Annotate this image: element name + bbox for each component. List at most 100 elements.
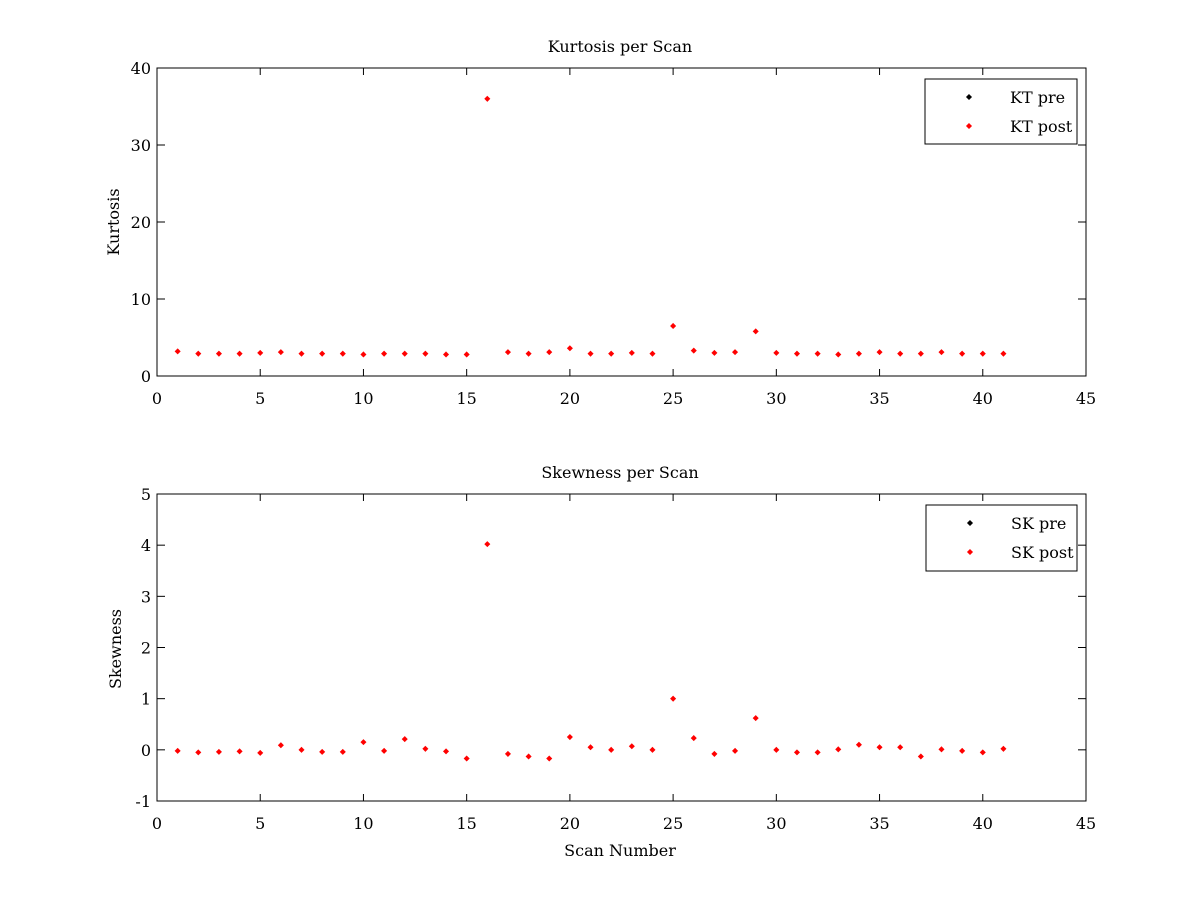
kurtosis-series-1-point xyxy=(938,349,945,356)
skewness-series-1-point xyxy=(381,747,388,754)
skewness-legend-marker-0 xyxy=(966,519,974,527)
skewness-plot: Skewness per Scan Skewness Scan Number 0… xyxy=(106,463,1096,860)
kurtosis-y-tick-label: 40 xyxy=(131,59,151,78)
skewness-series-1-point xyxy=(773,746,780,753)
kurtosis-plot: Kurtosis per Scan Kurtosis 0 5 10 15 20 25 30 3… xyxy=(104,37,1096,408)
kurtosis-series-1-point xyxy=(360,351,367,358)
kurtosis-series-1-point xyxy=(257,349,264,356)
skewness-legend-label-1: SK post xyxy=(1011,543,1074,562)
kurtosis-y-tick-label: 0 xyxy=(141,367,151,386)
skewness-x-tick-label: 20 xyxy=(560,814,580,833)
kurtosis-x-tick-label: 25 xyxy=(663,389,683,408)
skewness-series-1-point xyxy=(855,741,862,748)
skewness-series-1-point xyxy=(566,734,573,741)
skewness-plot-title: Skewness per Scan xyxy=(541,463,698,482)
skewness-series-1-point xyxy=(917,753,924,760)
skewness-series-1-point xyxy=(835,746,842,753)
skewness-series-1-point xyxy=(1000,745,1007,752)
skewness-series-1-point xyxy=(401,736,408,743)
kurtosis-series-1-point xyxy=(401,350,408,357)
kurtosis-series-1-point xyxy=(649,350,656,357)
skewness-x-tick-label: 35 xyxy=(869,814,889,833)
kurtosis-series-1-point xyxy=(690,347,697,354)
skewness-y-tick-label: 5 xyxy=(141,485,151,504)
kurtosis-x-tick-label: 45 xyxy=(1076,389,1096,408)
kurtosis-y-tick-label: 10 xyxy=(131,290,151,309)
skewness-x-tick-label: 40 xyxy=(973,814,993,833)
kurtosis-series-1-point xyxy=(236,350,243,357)
kurtosis-legend-box xyxy=(924,78,1078,145)
skewness-x-tick-label: 25 xyxy=(663,814,683,833)
kurtosis-series-1-point xyxy=(835,351,842,358)
skewness-series-1-point xyxy=(897,744,904,751)
kurtosis-series-1-point xyxy=(215,350,222,357)
skewness-series-1-point xyxy=(298,746,305,753)
kurtosis-series-1-point xyxy=(381,350,388,357)
skewness-legend-label-0: SK pre xyxy=(1011,514,1066,533)
kurtosis-x-tick-label: 35 xyxy=(869,389,889,408)
kurtosis-series-1-point xyxy=(566,345,573,352)
skewness-series-1-point xyxy=(690,735,697,742)
kurtosis-series-1-point xyxy=(463,351,470,358)
kurtosis-series-1-point xyxy=(814,350,821,357)
kurtosis-series-1-point xyxy=(628,349,635,356)
kurtosis-series-1-point xyxy=(732,349,739,356)
skewness-x-tick-label: 30 xyxy=(766,814,786,833)
skewness-series-1-point xyxy=(525,753,532,760)
skewness-series-1-point xyxy=(959,747,966,754)
skewness-x-tick-label: 15 xyxy=(456,814,476,833)
kurtosis-series-1-point xyxy=(298,350,305,357)
skewness-series-1-point xyxy=(174,747,181,754)
kurtosis-series-1-point xyxy=(773,349,780,356)
kurtosis-x-tick-label: 0 xyxy=(152,389,162,408)
skewness-series-1-point xyxy=(319,748,326,755)
kurtosis-series-1-point xyxy=(876,349,883,356)
skewness-series-1-point xyxy=(938,746,945,753)
kurtosis-series-1-point xyxy=(587,350,594,357)
skewness-series-1-point xyxy=(608,746,615,753)
kurtosis-legend-label-1: KT post xyxy=(1010,117,1073,136)
skewness-series-1-point xyxy=(814,749,821,756)
kurtosis-series-1-point xyxy=(670,322,677,329)
skewness-series-1-point xyxy=(257,749,264,756)
skewness-y-tick-label: 4 xyxy=(141,536,151,555)
skewness-series-1-point xyxy=(628,743,635,750)
kurtosis-series-1-point xyxy=(855,350,862,357)
kurtosis-y-axis-label: Kurtosis xyxy=(104,188,123,255)
skewness-series-1-point xyxy=(442,748,450,755)
kurtosis-series-1-point xyxy=(277,349,284,356)
skewness-series-1-point xyxy=(587,744,594,751)
skewness-y-tick-label: 3 xyxy=(141,587,151,606)
skewness-series-1-point xyxy=(360,739,367,746)
skewness-series-1-point xyxy=(649,746,656,753)
kurtosis-series-1-point xyxy=(752,328,759,335)
kurtosis-series-1-point xyxy=(608,350,615,357)
skewness-y-tick-label: -1 xyxy=(135,792,151,811)
kurtosis-series-1-point xyxy=(897,350,904,357)
skewness-series-1-point xyxy=(504,750,511,757)
kurtosis-series-1-point xyxy=(195,350,202,357)
kurtosis-y-tick-label: 20 xyxy=(131,213,151,232)
kurtosis-x-tick-label: 20 xyxy=(560,389,580,408)
skewness-x-tick-label: 10 xyxy=(353,814,373,833)
kurtosis-series-1-point xyxy=(546,349,553,356)
kurtosis-series-1-point xyxy=(917,350,924,357)
skewness-series-1-point xyxy=(732,747,739,754)
kurtosis-plot-title: Kurtosis per Scan xyxy=(548,37,692,56)
kurtosis-x-tick-label: 40 xyxy=(973,389,993,408)
skewness-series-1-point xyxy=(463,755,470,762)
kurtosis-series-1-point xyxy=(504,349,511,356)
skewness-series-1-point xyxy=(236,748,243,755)
kurtosis-x-tick-label: 30 xyxy=(766,389,786,408)
skewness-series-1-point xyxy=(876,744,883,751)
skewness-y-tick-label: 2 xyxy=(141,639,151,658)
skewness-x-tick-label: 45 xyxy=(1076,814,1096,833)
skewness-series-1-point xyxy=(711,750,718,757)
skewness-y-tick-label: 0 xyxy=(141,741,151,760)
skewness-series-1-point xyxy=(670,695,677,702)
kurtosis-series-1-point xyxy=(979,350,986,357)
skewness-series-1-point xyxy=(339,748,346,755)
skewness-series-1-point xyxy=(195,749,202,756)
